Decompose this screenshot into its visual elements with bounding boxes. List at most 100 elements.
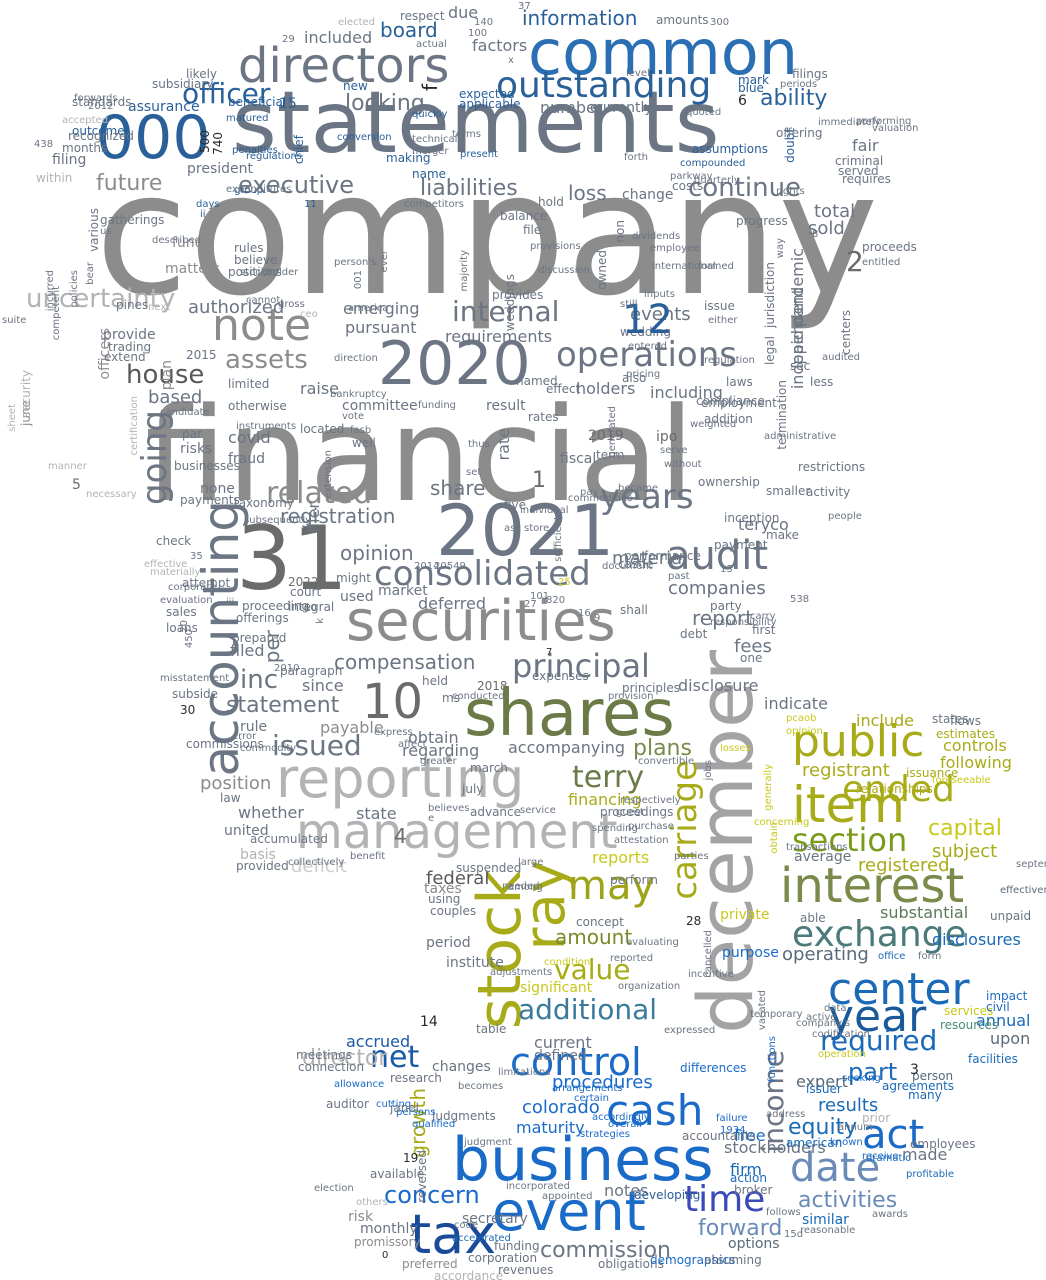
word-504: 20549 (434, 561, 466, 572)
word-297: various (87, 208, 101, 252)
word-517: greater (420, 756, 457, 767)
word-479: competent (51, 286, 62, 341)
word-244: shall (620, 603, 648, 617)
word-50: year (828, 991, 927, 1042)
word-276: 28 (686, 914, 702, 928)
word-298: gatherings (100, 213, 165, 227)
word-61: additional (518, 993, 658, 1026)
word-500: iii (226, 597, 235, 608)
word-564: 15d (784, 1229, 804, 1240)
word-543: reported (610, 953, 654, 964)
word-546: organization (618, 981, 681, 992)
word-107: events (630, 304, 691, 325)
word-205: american (786, 1136, 843, 1150)
word-240: ownership (698, 475, 760, 489)
word-225: proceeding (242, 599, 310, 613)
word-178: held (422, 674, 448, 688)
word-242: performance (624, 549, 701, 563)
word-384: impact (986, 989, 1028, 1003)
word-538: concerning (754, 817, 810, 828)
word-135: emerging (343, 299, 420, 318)
word-557: form (918, 951, 942, 962)
word-7: outstanding (496, 65, 712, 106)
word-532: jobs (703, 760, 714, 781)
word-231: non (613, 220, 627, 243)
word-281: 500 (198, 130, 212, 153)
word-477: direction (334, 353, 378, 364)
word-51: required (820, 1024, 938, 1057)
word-48: exchange (792, 914, 967, 955)
word-434: days (196, 199, 220, 210)
word-175: obtain (408, 728, 459, 747)
word-310: issue (704, 299, 735, 313)
word-81: part (848, 1058, 898, 1086)
word-492: 7 (546, 647, 553, 658)
word-86: colorado (522, 1097, 600, 1118)
word-350: attempt (182, 576, 231, 590)
word-75: reports (592, 848, 650, 867)
word-555: active (806, 1012, 837, 1023)
word-334: five (504, 498, 527, 512)
word-253: court (290, 585, 322, 599)
word-145: used (340, 589, 374, 605)
word-64: value (554, 953, 631, 986)
word-87: maturity (516, 1118, 585, 1137)
word-117: included (304, 28, 373, 47)
word-367: research (390, 1071, 442, 1085)
word-138: result (486, 398, 526, 414)
word-529: large (518, 857, 544, 868)
word-96: material (612, 548, 688, 569)
word-115: number (540, 98, 603, 117)
word-40: item (792, 776, 905, 834)
word-380: failure (716, 1113, 748, 1124)
word-412: x (508, 55, 514, 66)
word-78: disclosures (932, 930, 1021, 949)
word-468: vote (342, 411, 365, 422)
word-335: pay (580, 487, 599, 498)
word-256: check (156, 534, 192, 548)
word-497: 2010 (274, 663, 300, 674)
word-67: registrant (802, 760, 890, 781)
word-31: principal (512, 647, 650, 685)
word-139: change (622, 187, 674, 203)
word-411: actual (416, 39, 447, 50)
word-553: operation (818, 1049, 867, 1060)
word-188: states (932, 712, 969, 726)
word-416: performing (856, 116, 912, 127)
word-315: believe (234, 253, 278, 267)
word-316: positions (228, 265, 282, 279)
word-36: issued (272, 729, 362, 762)
word-293: likely (186, 67, 218, 81)
word-110: total (814, 201, 856, 222)
word-318: extend (104, 350, 146, 364)
word-65: amount (555, 925, 633, 949)
word-320: limited (228, 377, 270, 391)
word-158: period (426, 935, 471, 951)
word-561: profitable (906, 1169, 954, 1180)
word-153: federal (426, 868, 490, 889)
word-15: continue (688, 173, 802, 203)
word-509: commodities (568, 493, 633, 504)
word-232: owned (595, 250, 609, 290)
word-371: incorporated (506, 1181, 570, 1192)
word-254: integral (288, 600, 335, 614)
word-530: needed (502, 881, 540, 892)
word-354: commissions (186, 737, 264, 751)
word-248: expenses (532, 669, 589, 683)
word-399: materially (150, 567, 201, 578)
word-69: following (940, 753, 1012, 772)
word-80: upon (990, 1029, 1031, 1048)
word-547: expressed (664, 1025, 716, 1036)
word-325: taxonomy (234, 496, 294, 510)
word-427: penalties (232, 145, 278, 156)
word-181: ipo (656, 429, 678, 445)
word-79: annual (976, 1011, 1031, 1030)
word-291: outcome (72, 124, 125, 138)
word-366: table (476, 1022, 507, 1036)
word-556: data (824, 1003, 847, 1014)
word-415: periods (780, 79, 818, 90)
word-482: cannot (246, 295, 281, 306)
word-534: generally (763, 764, 774, 811)
word-562: awards (872, 1209, 908, 1220)
word-133: provide (103, 327, 156, 343)
